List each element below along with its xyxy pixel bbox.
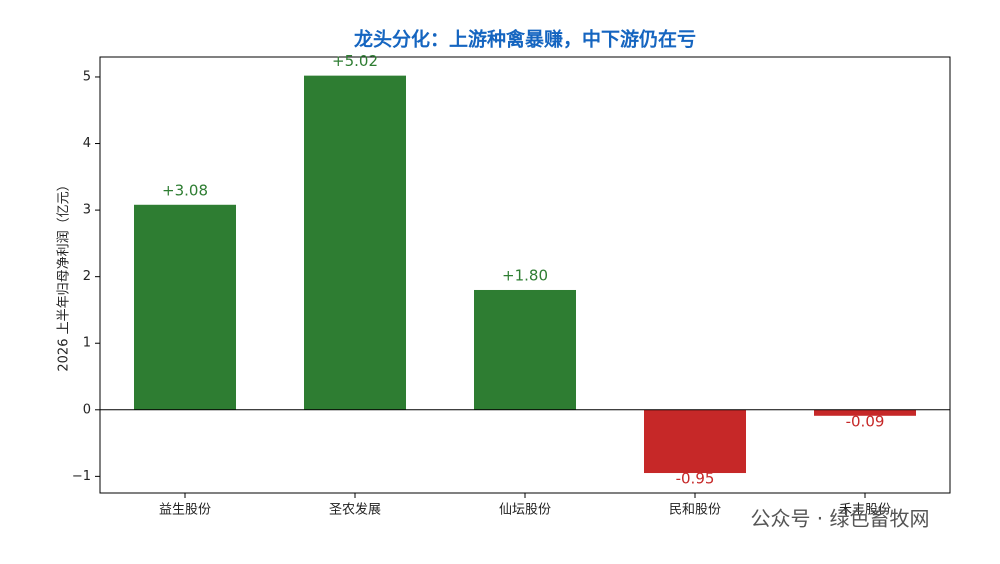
bar [304,75,406,410]
x-tick-label: 民和股份 [669,503,721,518]
x-tick-label: 仙坛股份 [499,503,551,518]
y-axis-label: 2026 上半年归母净利润（亿元） [57,178,72,371]
x-tick-label: 圣农发展 [329,502,381,518]
chart-title: 龙头分化：上游种禽暴赚，中下游仍在亏 [354,28,696,51]
y-tick-label: 1 [83,336,91,351]
y-tick-label: 5 [83,69,91,84]
bar [474,289,576,410]
y-tick-label: 4 [83,136,91,151]
value-label: +3.08 [162,181,208,199]
value-label: -0.95 [676,470,715,488]
watermark: 公众号 · 绿色畜牧网 [750,507,929,531]
value-label: -0.09 [846,412,885,430]
bar [814,409,916,416]
y-tick-label: 3 [83,203,91,218]
value-label: +1.80 [502,266,548,284]
y-tick-label: 2 [83,269,91,284]
bar [644,409,746,474]
x-tick-label: 益生股份 [159,503,211,518]
y-tick-label: 0 [83,402,91,417]
y-tick-label: −1 [72,469,91,484]
bar [134,204,236,410]
value-label: +5.02 [332,52,378,70]
x-tick-label: 禾丰股份 [839,503,891,518]
